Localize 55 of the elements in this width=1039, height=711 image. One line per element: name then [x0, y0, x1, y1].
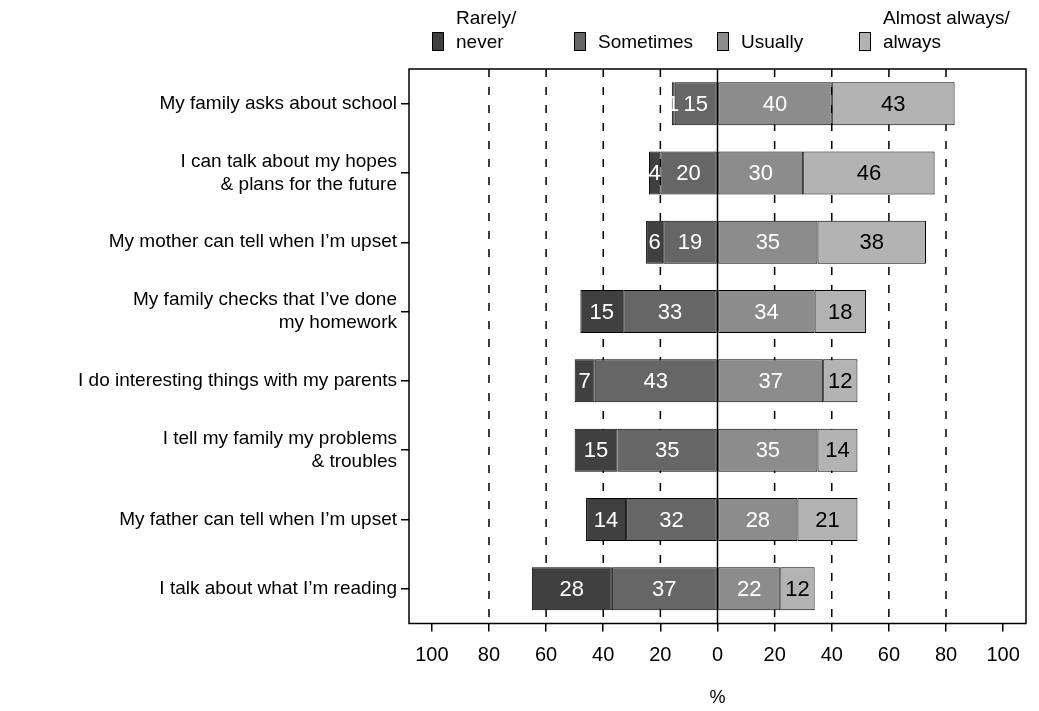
x-tick-label: 60 — [534, 642, 558, 665]
data-label: 19 — [677, 229, 703, 255]
data-label: 14 — [825, 437, 850, 463]
y-tick-label: I talk about what I’m reading — [159, 576, 397, 598]
x-tick-label: 20 — [763, 642, 786, 665]
x-tick-label: 60 — [877, 642, 901, 665]
data-label: 46 — [856, 160, 882, 186]
data-label: 15 — [683, 90, 708, 116]
data-label: 35 — [654, 437, 680, 463]
x-tick-label: 0 — [711, 642, 724, 665]
legend-label: Sometimes — [598, 30, 694, 54]
data-label: 35 — [755, 229, 781, 255]
x-tick-label: 100 — [986, 642, 1020, 665]
data-label: 35 — [755, 437, 781, 463]
x-tick-label: 40 — [820, 642, 843, 665]
x-axis-title: % — [709, 687, 726, 708]
data-label: 33 — [657, 298, 683, 324]
data-label: 30 — [748, 160, 773, 186]
legend-label: Almost always/ always — [883, 6, 1010, 54]
y-tick-label: I do interesting things with my parents — [78, 369, 397, 391]
data-label: 34 — [754, 298, 779, 324]
data-label: 7 — [578, 367, 591, 393]
data-label: 4 — [648, 160, 661, 186]
data-label: 18 — [828, 298, 853, 324]
y-tick-label: My family checks that I’ve done my homework — [133, 288, 398, 333]
legend-label: Rarely/ never — [456, 6, 517, 54]
legend-label: Usually — [741, 30, 804, 54]
data-label: 12 — [828, 367, 853, 393]
data-label: 43 — [643, 367, 668, 393]
data-label: 15 — [583, 437, 609, 463]
data-label: 12 — [785, 575, 810, 601]
data-label: 40 — [762, 90, 788, 116]
x-tick-label: 80 — [934, 642, 958, 665]
data-label: 37 — [758, 367, 783, 393]
data-label: 28 — [745, 506, 771, 532]
x-tick-label: 20 — [649, 642, 672, 665]
y-tick-label: My family asks about school — [159, 91, 397, 113]
data-label: 28 — [559, 575, 585, 601]
y-tick-label: I tell my family my problems & troubles — [162, 426, 397, 471]
data-label: 43 — [880, 90, 906, 116]
data-label: 15 — [589, 298, 615, 324]
data-label: 37 — [652, 575, 677, 601]
data-label: 6 — [648, 229, 661, 255]
data-label: 32 — [659, 506, 684, 532]
x-tick-label: 100 — [415, 642, 449, 665]
data-label: 20 — [676, 160, 701, 186]
y-tick-label: I can talk about my hopes & plans for the future — [180, 149, 397, 194]
data-label: 21 — [815, 506, 840, 532]
data-label: 38 — [859, 229, 884, 255]
y-tick-label: My mother can tell when I’m upset — [108, 230, 398, 252]
data-label: 14 — [593, 506, 619, 532]
data-label: 22 — [737, 575, 762, 601]
x-tick-label: 40 — [592, 642, 615, 665]
x-tick-label: 80 — [477, 642, 501, 665]
y-tick-label: My father can tell when I’m upset — [119, 507, 398, 529]
